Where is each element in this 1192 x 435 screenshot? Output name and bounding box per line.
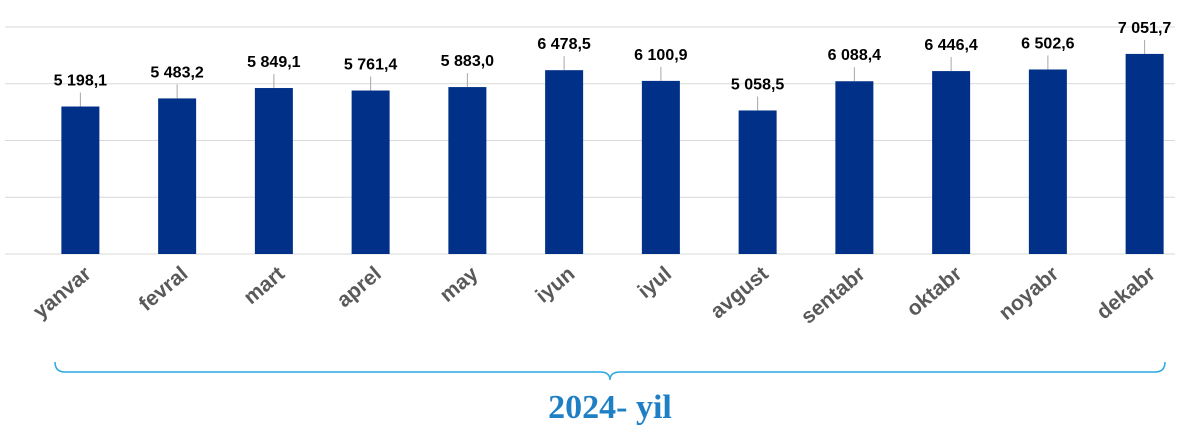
bar <box>1125 53 1164 254</box>
value-label: 5 761,4 <box>344 57 397 74</box>
x-tick-label: avgust <box>706 262 773 323</box>
value-label: 6 478,5 <box>537 36 590 53</box>
x-tick-label: noyabr <box>995 262 1063 325</box>
x-tick-label: may <box>436 262 483 307</box>
bar <box>641 80 680 254</box>
value-label: 7 051,7 <box>1118 20 1171 37</box>
annotation: 2024- yil <box>548 389 672 426</box>
x-tick-label: iyul <box>634 262 677 303</box>
x-tick-label: yanvar <box>29 262 96 323</box>
x-tick-label: sentabr <box>797 262 870 328</box>
bracket <box>54 361 1166 381</box>
bar <box>448 87 487 254</box>
value-label: 6 088,4 <box>828 47 881 64</box>
value-label: 6 446,4 <box>924 37 977 54</box>
x-tick-label: mart <box>239 262 289 309</box>
x-tick-label: dekabr <box>1092 262 1160 324</box>
bar <box>158 98 197 254</box>
value-label: 5 198,1 <box>54 73 107 90</box>
bar <box>1028 69 1067 254</box>
value-label: 6 502,6 <box>1021 35 1074 52</box>
x-tick-label: iyun <box>531 262 579 307</box>
bar <box>738 110 777 255</box>
value-label: 6 100,9 <box>634 47 687 64</box>
bar <box>61 106 100 255</box>
value-label: 5 058,5 <box>731 76 784 93</box>
value-label: 5 483,2 <box>150 64 203 81</box>
bar <box>351 90 390 255</box>
bar <box>254 88 293 254</box>
value-label: 5 849,1 <box>247 54 300 71</box>
bar <box>932 71 971 254</box>
x-tick-label: oktabr <box>902 262 966 321</box>
x-tick-label: aprel <box>333 262 386 312</box>
bar <box>835 81 874 254</box>
bar <box>545 70 584 254</box>
x-tick-label: fevral <box>135 262 193 316</box>
value-label: 5 883,0 <box>441 53 494 70</box>
